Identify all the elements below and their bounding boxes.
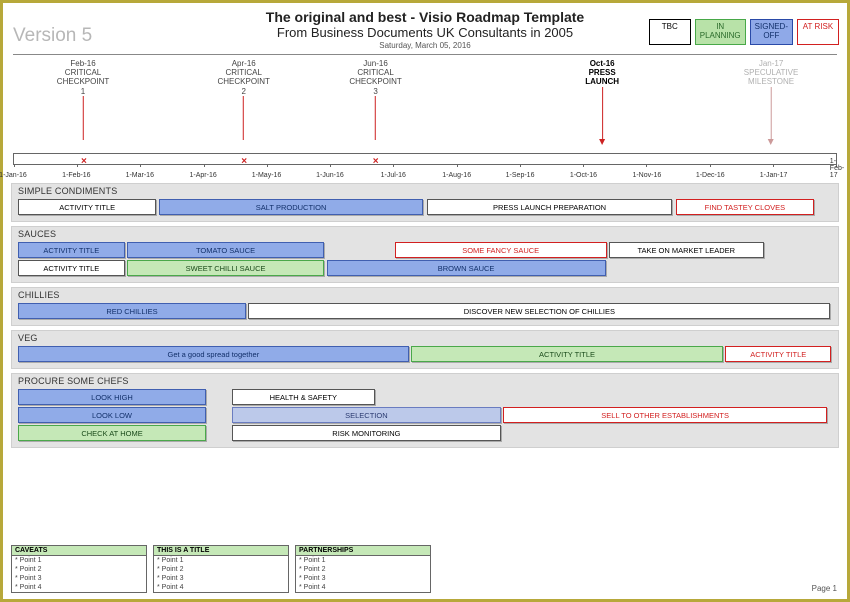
footer-table-row: * Point 4 bbox=[296, 583, 430, 592]
milestone: Apr-16CRITICALCHECKPOINT2 bbox=[217, 59, 269, 140]
activity-bar: ACTIVITY TITLE bbox=[18, 260, 125, 276]
tick-label: 1-Sep-16 bbox=[506, 172, 535, 179]
activity-bar: HEALTH & SAFETY bbox=[232, 389, 374, 405]
footer-table: THIS IS A TITLE* Point 1* Point 2* Point… bbox=[153, 545, 289, 593]
section-title: SIMPLE CONDIMENTS bbox=[18, 186, 832, 196]
activity-row: Get a good spread togetherACTIVITY TITLE… bbox=[18, 346, 832, 362]
tick-label: 1-Jan-16 bbox=[0, 172, 27, 179]
milestone-x-icon: × bbox=[373, 157, 379, 167]
activity-bar: SALT PRODUCTION bbox=[159, 199, 424, 215]
footer-table-row: * Point 1 bbox=[296, 556, 430, 565]
footer-table-row: * Point 2 bbox=[12, 565, 146, 574]
tick-label: 1-Jul-16 bbox=[381, 172, 406, 179]
activity-bar: SWEET CHILLI SAUCE bbox=[127, 260, 324, 276]
tick-label: 1-Aug-16 bbox=[442, 172, 471, 179]
footer-table-head: CAVEATS bbox=[12, 546, 146, 556]
activity-bar: ACTIVITY TITLE bbox=[725, 346, 831, 362]
footer-table: CAVEATS* Point 1* Point 2* Point 3* Poin… bbox=[11, 545, 147, 593]
section: VEGGet a good spread togetherACTIVITY TI… bbox=[11, 330, 839, 369]
activity-bar: LOOK LOW bbox=[18, 407, 206, 423]
milestone: Feb-16CRITICALCHECKPOINT1 bbox=[57, 59, 109, 140]
footer-table-row: * Point 4 bbox=[154, 583, 288, 592]
activity-bar: ACTIVITY TITLE bbox=[18, 242, 125, 258]
milestone: Jun-16CRITICALCHECKPOINT3 bbox=[349, 59, 401, 140]
activity-bar: BROWN SAUCE bbox=[327, 260, 606, 276]
footer-table-row: * Point 4 bbox=[12, 583, 146, 592]
activity-bar: ACTIVITY TITLE bbox=[411, 346, 723, 362]
section: SIMPLE CONDIMENTS ACTIVITY TITLESALT PROD… bbox=[11, 183, 839, 222]
activity-row: LOOK HIGH HEALTH & SAFETY bbox=[18, 389, 832, 405]
header: Version 5 The original and best - Visio … bbox=[3, 3, 847, 52]
milestone-x-icon: × bbox=[241, 157, 247, 167]
activity-row: ACTIVITY TITLESALT PRODUCTIONPRESS LAUNC… bbox=[18, 199, 832, 215]
activity-bar: RISK MONITORING bbox=[232, 425, 501, 441]
activity-bar: SELL TO OTHER ESTABLISHMENTS bbox=[503, 407, 827, 423]
section: CHILLIES RED CHILLIESDISCOVER NEW SELECTI… bbox=[11, 287, 839, 326]
footer-table-row: * Point 3 bbox=[154, 574, 288, 583]
footer-table-row: * Point 2 bbox=[296, 565, 430, 574]
version-label: Version 5 bbox=[13, 25, 92, 47]
activity-row: LOOK LOW SELECTIONSELL TO OTHER ESTABLISH… bbox=[18, 407, 832, 423]
tick-label: 1-May-16 bbox=[252, 172, 282, 179]
section-title: CHILLIES bbox=[18, 290, 832, 300]
activity-bar: TAKE ON MARKET LEADER bbox=[609, 242, 764, 258]
section-title: PROCURE SOME CHEFS bbox=[18, 376, 832, 386]
timeline-axis: × × × bbox=[13, 153, 837, 165]
sections-container: SIMPLE CONDIMENTSACTIVITY TITLESALT PROD… bbox=[3, 183, 847, 448]
footer-table-row: * Point 1 bbox=[12, 556, 146, 565]
milestone: Oct-16PRESSLAUNCH bbox=[585, 59, 619, 145]
activity-bar: PRESS LAUNCH PREPARATION bbox=[427, 199, 673, 215]
activity-bar: TOMATO SAUCE bbox=[127, 242, 324, 258]
tick-label: 1-Jun-16 bbox=[316, 172, 344, 179]
legend-item: INPLANNING bbox=[695, 19, 746, 45]
footer-table-row: * Point 3 bbox=[12, 574, 146, 583]
section: SAUCES ACTIVITY TITLETOMATO SAUCE SOME FAN… bbox=[11, 226, 839, 283]
activity-bar: RED CHILLIES bbox=[18, 303, 246, 319]
section: PROCURE SOME CHEFS LOOK HIGH HEALTH & SAFE… bbox=[11, 373, 839, 448]
activity-row: RED CHILLIESDISCOVER NEW SELECTION OF CH… bbox=[18, 303, 832, 319]
activity-bar: ACTIVITY TITLE bbox=[18, 199, 156, 215]
tick-label: 1-Mar-16 bbox=[126, 172, 154, 179]
activity-bar: SELECTION bbox=[232, 407, 501, 423]
activity-bar: CHECK AT HOME bbox=[18, 425, 206, 441]
tick-label: 1-Feb-17 bbox=[830, 158, 844, 179]
footer-tables: CAVEATS* Point 1* Point 2* Point 3* Poin… bbox=[11, 545, 431, 593]
timeline: ××× 1-Jan-161-Feb-161-Mar-161-Apr-161-Ma… bbox=[13, 59, 837, 179]
footer-table-row: * Point 1 bbox=[154, 556, 288, 565]
activity-bar: DISCOVER NEW SELECTION OF CHILLIES bbox=[248, 303, 830, 319]
legend-item: TBC bbox=[649, 19, 691, 45]
section-title: SAUCES bbox=[18, 229, 832, 239]
footer-table-head: PARTNERSHIPS bbox=[296, 546, 430, 556]
activity-bar: Get a good spread together bbox=[18, 346, 409, 362]
activity-bar: SOME FANCY SAUCE bbox=[395, 242, 607, 258]
milestone-x-icon: × bbox=[81, 157, 87, 167]
tick-label: 1-Nov-16 bbox=[632, 172, 661, 179]
activity-row: CHECK AT HOME RISK MONITORING bbox=[18, 425, 832, 441]
activity-bar: LOOK HIGH bbox=[18, 389, 206, 405]
tick-label: 1-Oct-16 bbox=[570, 172, 597, 179]
tick-label: 1-Feb-16 bbox=[62, 172, 90, 179]
milestone: Jan-17SPECULATIVEMILESTONE bbox=[744, 59, 799, 145]
legend-item: AT RISK bbox=[797, 19, 839, 45]
header-divider bbox=[13, 54, 837, 55]
tick-label: 1-Jan-17 bbox=[760, 172, 788, 179]
legend-item: SIGNED-OFF bbox=[750, 19, 793, 45]
activity-row: ACTIVITY TITLETOMATO SAUCE SOME FANCY SAU… bbox=[18, 242, 832, 258]
footer-table-head: THIS IS A TITLE bbox=[154, 546, 288, 556]
footer-table-row: * Point 3 bbox=[296, 574, 430, 583]
page-number: Page 1 bbox=[812, 584, 837, 593]
activity-bar: FIND TASTEY CLOVES bbox=[676, 199, 814, 215]
legend: TBCINPLANNINGSIGNED-OFFAT RISK bbox=[649, 19, 839, 45]
activity-row: ACTIVITY TITLESWEET CHILLI SAUCEBROWN SA… bbox=[18, 260, 832, 276]
footer-table-row: * Point 2 bbox=[154, 565, 288, 574]
tick-label: 1-Dec-16 bbox=[696, 172, 725, 179]
section-title: VEG bbox=[18, 333, 832, 343]
footer-table: PARTNERSHIPS* Point 1* Point 2* Point 3*… bbox=[295, 545, 431, 593]
tick-label: 1-Apr-16 bbox=[190, 172, 217, 179]
